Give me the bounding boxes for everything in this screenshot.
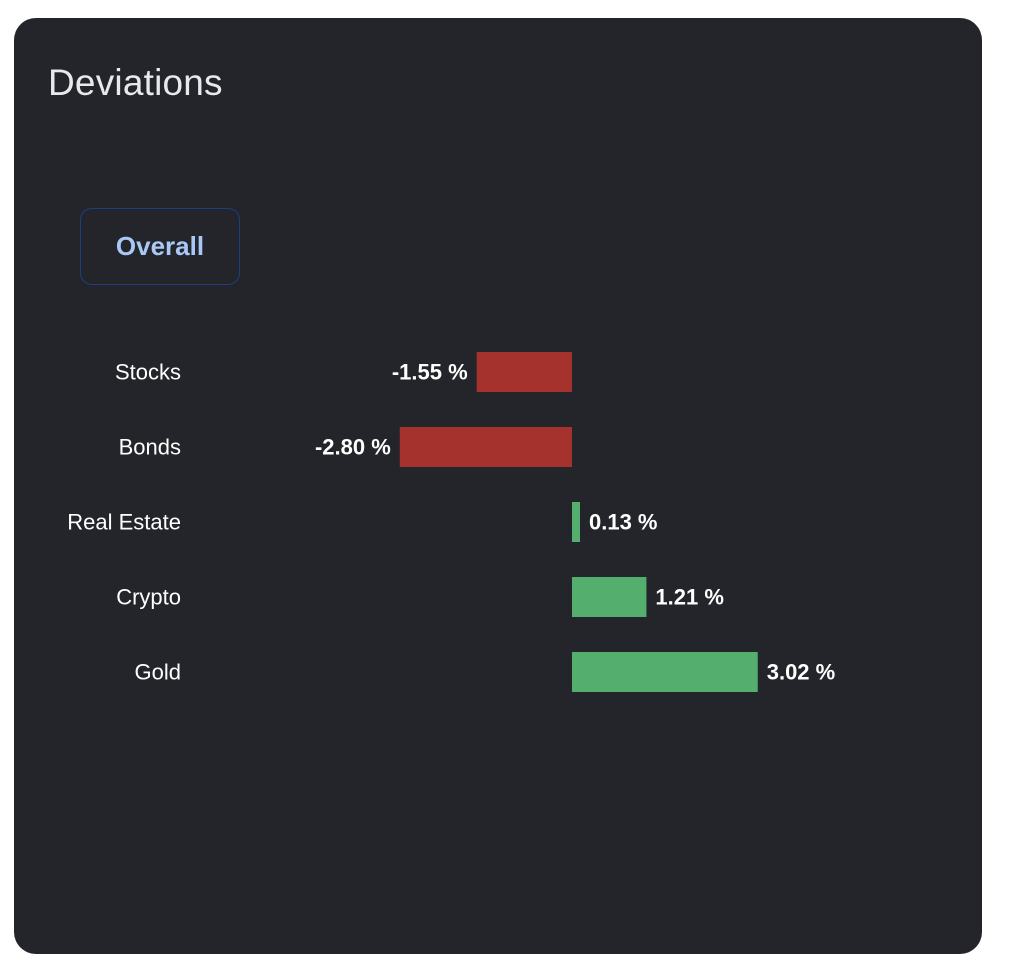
value-label: 1.21 % — [655, 585, 724, 610]
category-label: Stocks — [115, 360, 181, 385]
category-label: Gold — [135, 660, 181, 685]
bar-stocks[interactable] — [476, 352, 572, 392]
tab-overall[interactable]: Overall — [80, 208, 240, 285]
value-label: -2.80 % — [315, 435, 391, 460]
category-label: Real Estate — [67, 510, 181, 535]
bar-bonds[interactable] — [399, 427, 572, 467]
deviations-card: Deviations Overall — [14, 18, 982, 954]
card-title: Deviations — [48, 62, 223, 103]
category-label: Crypto — [116, 585, 181, 610]
category-label: Bonds — [119, 435, 181, 460]
bar-gold[interactable] — [572, 652, 758, 692]
value-label: -1.55 % — [392, 360, 468, 385]
bar-crypto[interactable] — [572, 577, 647, 617]
value-label: 0.13 % — [589, 510, 658, 535]
bar-real-estate[interactable] — [572, 502, 580, 542]
value-label: 3.02 % — [767, 660, 836, 685]
